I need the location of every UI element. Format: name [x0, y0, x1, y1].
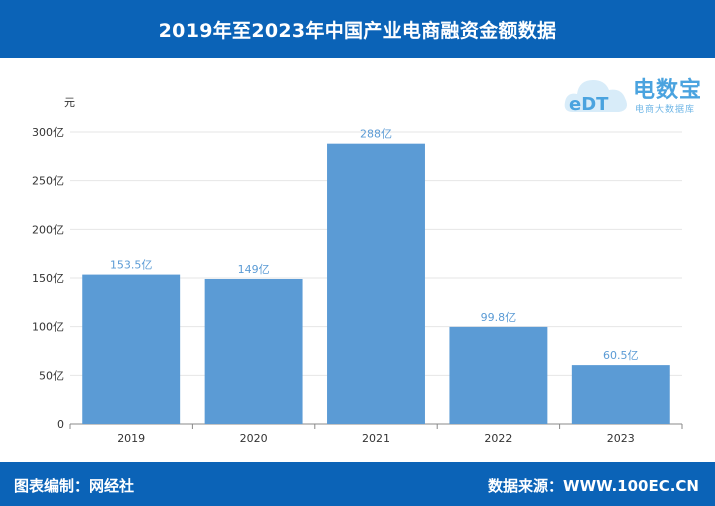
data-label-2023: 60.5亿: [603, 349, 639, 362]
bar-2021: [327, 143, 425, 424]
y-tick-label: 150亿: [32, 272, 64, 285]
data-label-2021: 288亿: [360, 128, 392, 141]
x-tick-label-2022: 2022: [484, 432, 512, 445]
y-tick-label: 100亿: [32, 321, 64, 334]
footer-credit: 图表编制：网经社: [14, 477, 135, 495]
y-tick-label: 200亿: [32, 223, 64, 236]
cloud-logo-icon: eDT: [564, 80, 627, 115]
data-label-2020: 149亿: [238, 263, 270, 276]
bar-2020: [204, 278, 303, 424]
y-tick-label: 300亿: [32, 126, 64, 139]
y-tick-label: 0: [57, 418, 64, 431]
page-title: 2019年至2023年中国产业电商融资金额数据: [158, 19, 557, 42]
y-axis-unit-label: 元: [64, 96, 75, 109]
data-label-2019: 153.5亿: [110, 259, 153, 272]
header-bar: 2019年至2023年中国产业电商融资金额数据: [0, 0, 715, 58]
x-tick-label-2020: 2020: [240, 432, 268, 445]
logo-subtitle: 电商大数据库: [635, 105, 696, 115]
x-tick-label-2021: 2021: [362, 432, 390, 445]
bar-chart: 元 0 50亿 100亿 150亿 200亿 250亿 300亿 153.5亿 2019 149亿 2…: [32, 96, 683, 445]
footer-bar: 图表编制：网经社 数据来源：WWW.100EC.CN: [0, 462, 715, 506]
y-tick-label: 250亿: [32, 175, 64, 188]
y-tick-label: 50亿: [39, 369, 64, 382]
x-tick-label-2019: 2019: [117, 432, 145, 445]
edt-logo: eDT 电数宝 电商大数据库: [563, 66, 713, 126]
bar-2023: [571, 365, 670, 424]
footer-source: 数据来源：WWW.100EC.CN: [488, 477, 699, 495]
bar-2022: [449, 326, 548, 424]
logo-title: 电数宝: [633, 78, 703, 103]
chart-area: 元 0 50亿 100亿 150亿 200亿 250亿 300亿 153.5亿 2019 149亿 2…: [0, 58, 715, 462]
x-tick-label-2023: 2023: [607, 432, 635, 445]
data-label-2022: 99.8亿: [481, 311, 517, 324]
logo-mark: eDT: [569, 94, 609, 115]
bar-2019: [82, 274, 181, 424]
